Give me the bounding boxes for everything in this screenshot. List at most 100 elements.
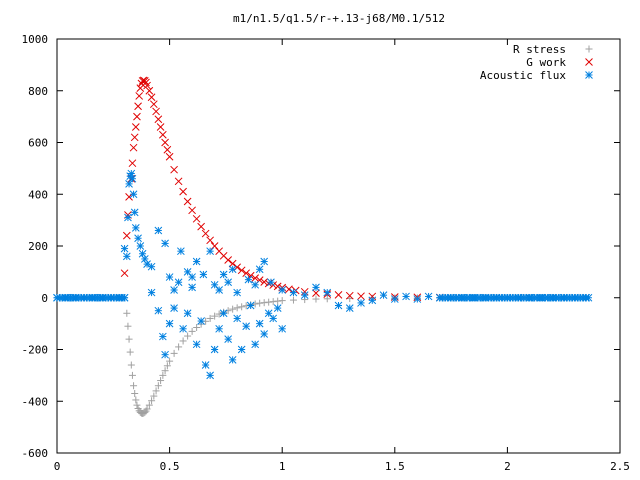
- data-point: [285, 285, 293, 294]
- data-point: [165, 273, 174, 281]
- data-point: [158, 332, 167, 341]
- data-point: [206, 236, 214, 245]
- data-point: [145, 86, 154, 95]
- data-point: [161, 138, 169, 147]
- data-point: [323, 288, 332, 297]
- data-point: [424, 292, 433, 301]
- data-point: [233, 304, 241, 312]
- data-point: [128, 371, 136, 379]
- data-point: [334, 301, 343, 310]
- data-point: [224, 256, 233, 264]
- y-tick-label: -600: [22, 447, 49, 460]
- data-point: [244, 275, 253, 284]
- data-point: [260, 330, 269, 338]
- data-point: [238, 303, 246, 311]
- data-point: [260, 299, 268, 307]
- data-point: [157, 377, 165, 385]
- data-point: [233, 288, 242, 297]
- y-tick-label: -400: [22, 395, 49, 408]
- data-point: [133, 112, 141, 121]
- data-point: [192, 340, 201, 349]
- data-point: [255, 265, 264, 274]
- data-point: [278, 324, 287, 333]
- data-point: [154, 382, 162, 390]
- data-point: [260, 257, 269, 266]
- data-point: [211, 312, 219, 320]
- data-point: [219, 270, 228, 279]
- data-point: [179, 337, 187, 345]
- data-point: [135, 92, 144, 100]
- data-point: [179, 324, 187, 333]
- data-point: [215, 310, 223, 318]
- data-point: [201, 229, 210, 238]
- data-point: [192, 214, 201, 223]
- data-point: [193, 324, 201, 332]
- data-point: [124, 213, 132, 222]
- data-point: [154, 226, 163, 235]
- x-tick-label: 2: [504, 460, 511, 473]
- data-point: [161, 239, 169, 248]
- data-point: [156, 123, 165, 131]
- data-point: [312, 283, 320, 292]
- data-point: [166, 357, 174, 365]
- data-point: [145, 401, 153, 409]
- data-point: [228, 259, 237, 268]
- data-point: [177, 247, 185, 256]
- data-point: [197, 317, 205, 325]
- data-point: [210, 345, 219, 354]
- data-point: [251, 274, 260, 282]
- data-point: [269, 298, 277, 306]
- data-point: [199, 270, 208, 279]
- y-tick-label: 800: [28, 85, 48, 98]
- data-point: [131, 389, 139, 397]
- data-point: [183, 268, 192, 276]
- x-tick-label: 1: [279, 460, 286, 473]
- x-tick-label: 1.5: [385, 460, 405, 473]
- x-tick-label: 0.5: [160, 460, 180, 473]
- data-point: [130, 133, 139, 142]
- data-point: [149, 100, 158, 109]
- data-point: [170, 165, 178, 174]
- data-point: [129, 143, 138, 152]
- legend-marker: [585, 45, 593, 53]
- data-point: [274, 297, 282, 305]
- data-point: [161, 350, 169, 359]
- data-point: [188, 206, 196, 215]
- data-point: [255, 319, 264, 328]
- data-point: [125, 335, 133, 343]
- data-point: [128, 159, 137, 168]
- data-point: [206, 247, 214, 256]
- data-point: [267, 278, 275, 287]
- data-point: [130, 208, 139, 217]
- data-point: [126, 348, 134, 356]
- chart-title: m1/n1.5/q1.5/r-+.13-j68/M0.1/512: [233, 12, 445, 25]
- data-point: [170, 286, 178, 294]
- data-point: [228, 265, 237, 274]
- data-point: [584, 293, 593, 302]
- data-point: [122, 252, 131, 261]
- legend-label: Acoustic flux: [480, 69, 566, 82]
- data-point: [179, 187, 187, 196]
- data-point: [134, 102, 142, 111]
- data-point: [192, 257, 201, 266]
- data-point: [413, 295, 422, 303]
- data-point: [184, 332, 192, 340]
- data-point: [345, 304, 354, 312]
- y-tick-label: -200: [22, 344, 49, 357]
- data-point: [161, 367, 169, 375]
- data-point: [134, 234, 142, 243]
- data-point: [183, 309, 192, 318]
- data-point: [120, 269, 129, 278]
- data-point: [165, 152, 174, 161]
- data-point: [132, 396, 140, 404]
- data-point: [158, 130, 167, 139]
- data-point: [260, 278, 269, 286]
- data-point: [143, 81, 151, 90]
- data-point: [368, 296, 377, 305]
- data-point: [197, 222, 205, 231]
- data-point: [251, 280, 260, 289]
- y-tick-label: 200: [28, 240, 48, 253]
- data-point: [124, 322, 132, 330]
- y-tick-label: 600: [28, 137, 48, 150]
